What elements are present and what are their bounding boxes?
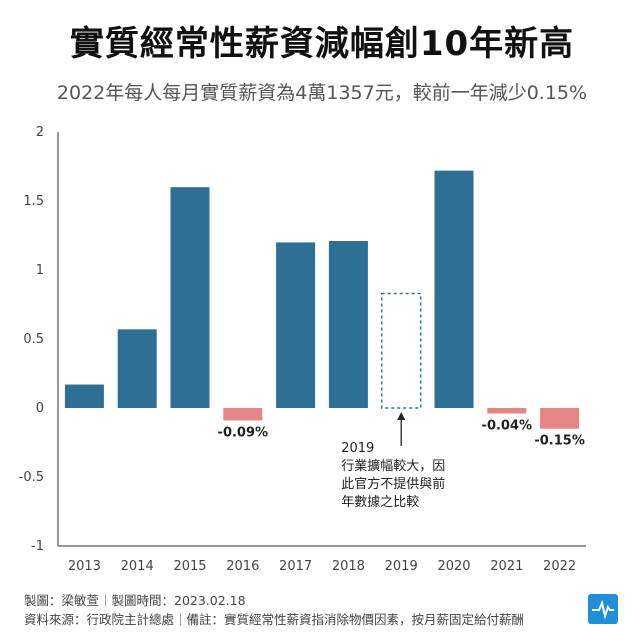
- page-title: 實質經常性薪資減幅創10年新高: [69, 24, 575, 64]
- bar: [117, 329, 157, 408]
- footer-credit: 製圖：梁敏萱｜製圖時間：2023.02.18: [24, 593, 246, 608]
- y-tick-label: 1: [36, 263, 44, 278]
- x-tick-label: 2020: [437, 559, 470, 574]
- x-tick-label: 2018: [332, 559, 365, 574]
- page-subtitle: 2022年每人每月實質薪資為4萬1357元，較前一年減少0.15%: [56, 82, 588, 104]
- x-tick-label: 2014: [121, 559, 154, 574]
- y-tick-label: 0.5: [23, 332, 44, 347]
- y-tick-label: 2: [36, 125, 44, 140]
- annotation-text: 此官方不提供與前: [341, 476, 445, 492]
- bar: [276, 242, 316, 408]
- pulse-line-icon: [588, 594, 618, 624]
- x-tick-label: 2015: [173, 559, 206, 574]
- bar: [434, 170, 474, 408]
- y-tick-label: 1.5: [23, 194, 44, 209]
- bar: [328, 241, 368, 408]
- data-label: -0.15%: [534, 434, 585, 449]
- annotation-text: 年數據之比較: [341, 495, 419, 510]
- x-tick-label: 2021: [490, 559, 523, 574]
- bar-chart: 2 1.5 1 0.5 0 -0.5 -1 2013 2014 2015 2016 -0.09% 201…: [19, 125, 586, 574]
- bar: [223, 408, 263, 421]
- annotation-text: 2019: [341, 441, 374, 456]
- bar: [487, 408, 527, 414]
- x-tick-label: 2013: [68, 559, 101, 574]
- bar: [540, 408, 580, 429]
- bar: [170, 187, 210, 408]
- y-tick-label: 0: [36, 401, 44, 416]
- y-tick-label: -1: [31, 539, 44, 554]
- placeholder-bar: [380, 292, 422, 409]
- annotation-arrow-head: [397, 412, 406, 420]
- footer-source-note: 資料來源：行政院主計總處｜備註：實質經常性薪資指消除物價因素，按月薪固定給付薪酬: [24, 612, 525, 627]
- data-label: -0.04%: [482, 419, 533, 434]
- annotation-text: 行業擴幅較大，因: [341, 458, 445, 474]
- x-tick-label: 2017: [279, 559, 312, 574]
- x-tick-label: 2019: [385, 559, 418, 574]
- y-tick-label: -0.5: [19, 470, 44, 485]
- x-tick-label: 2022: [543, 559, 576, 574]
- x-tick-label: 2016: [226, 559, 259, 574]
- data-label: -0.09%: [218, 425, 269, 440]
- bar: [64, 384, 104, 408]
